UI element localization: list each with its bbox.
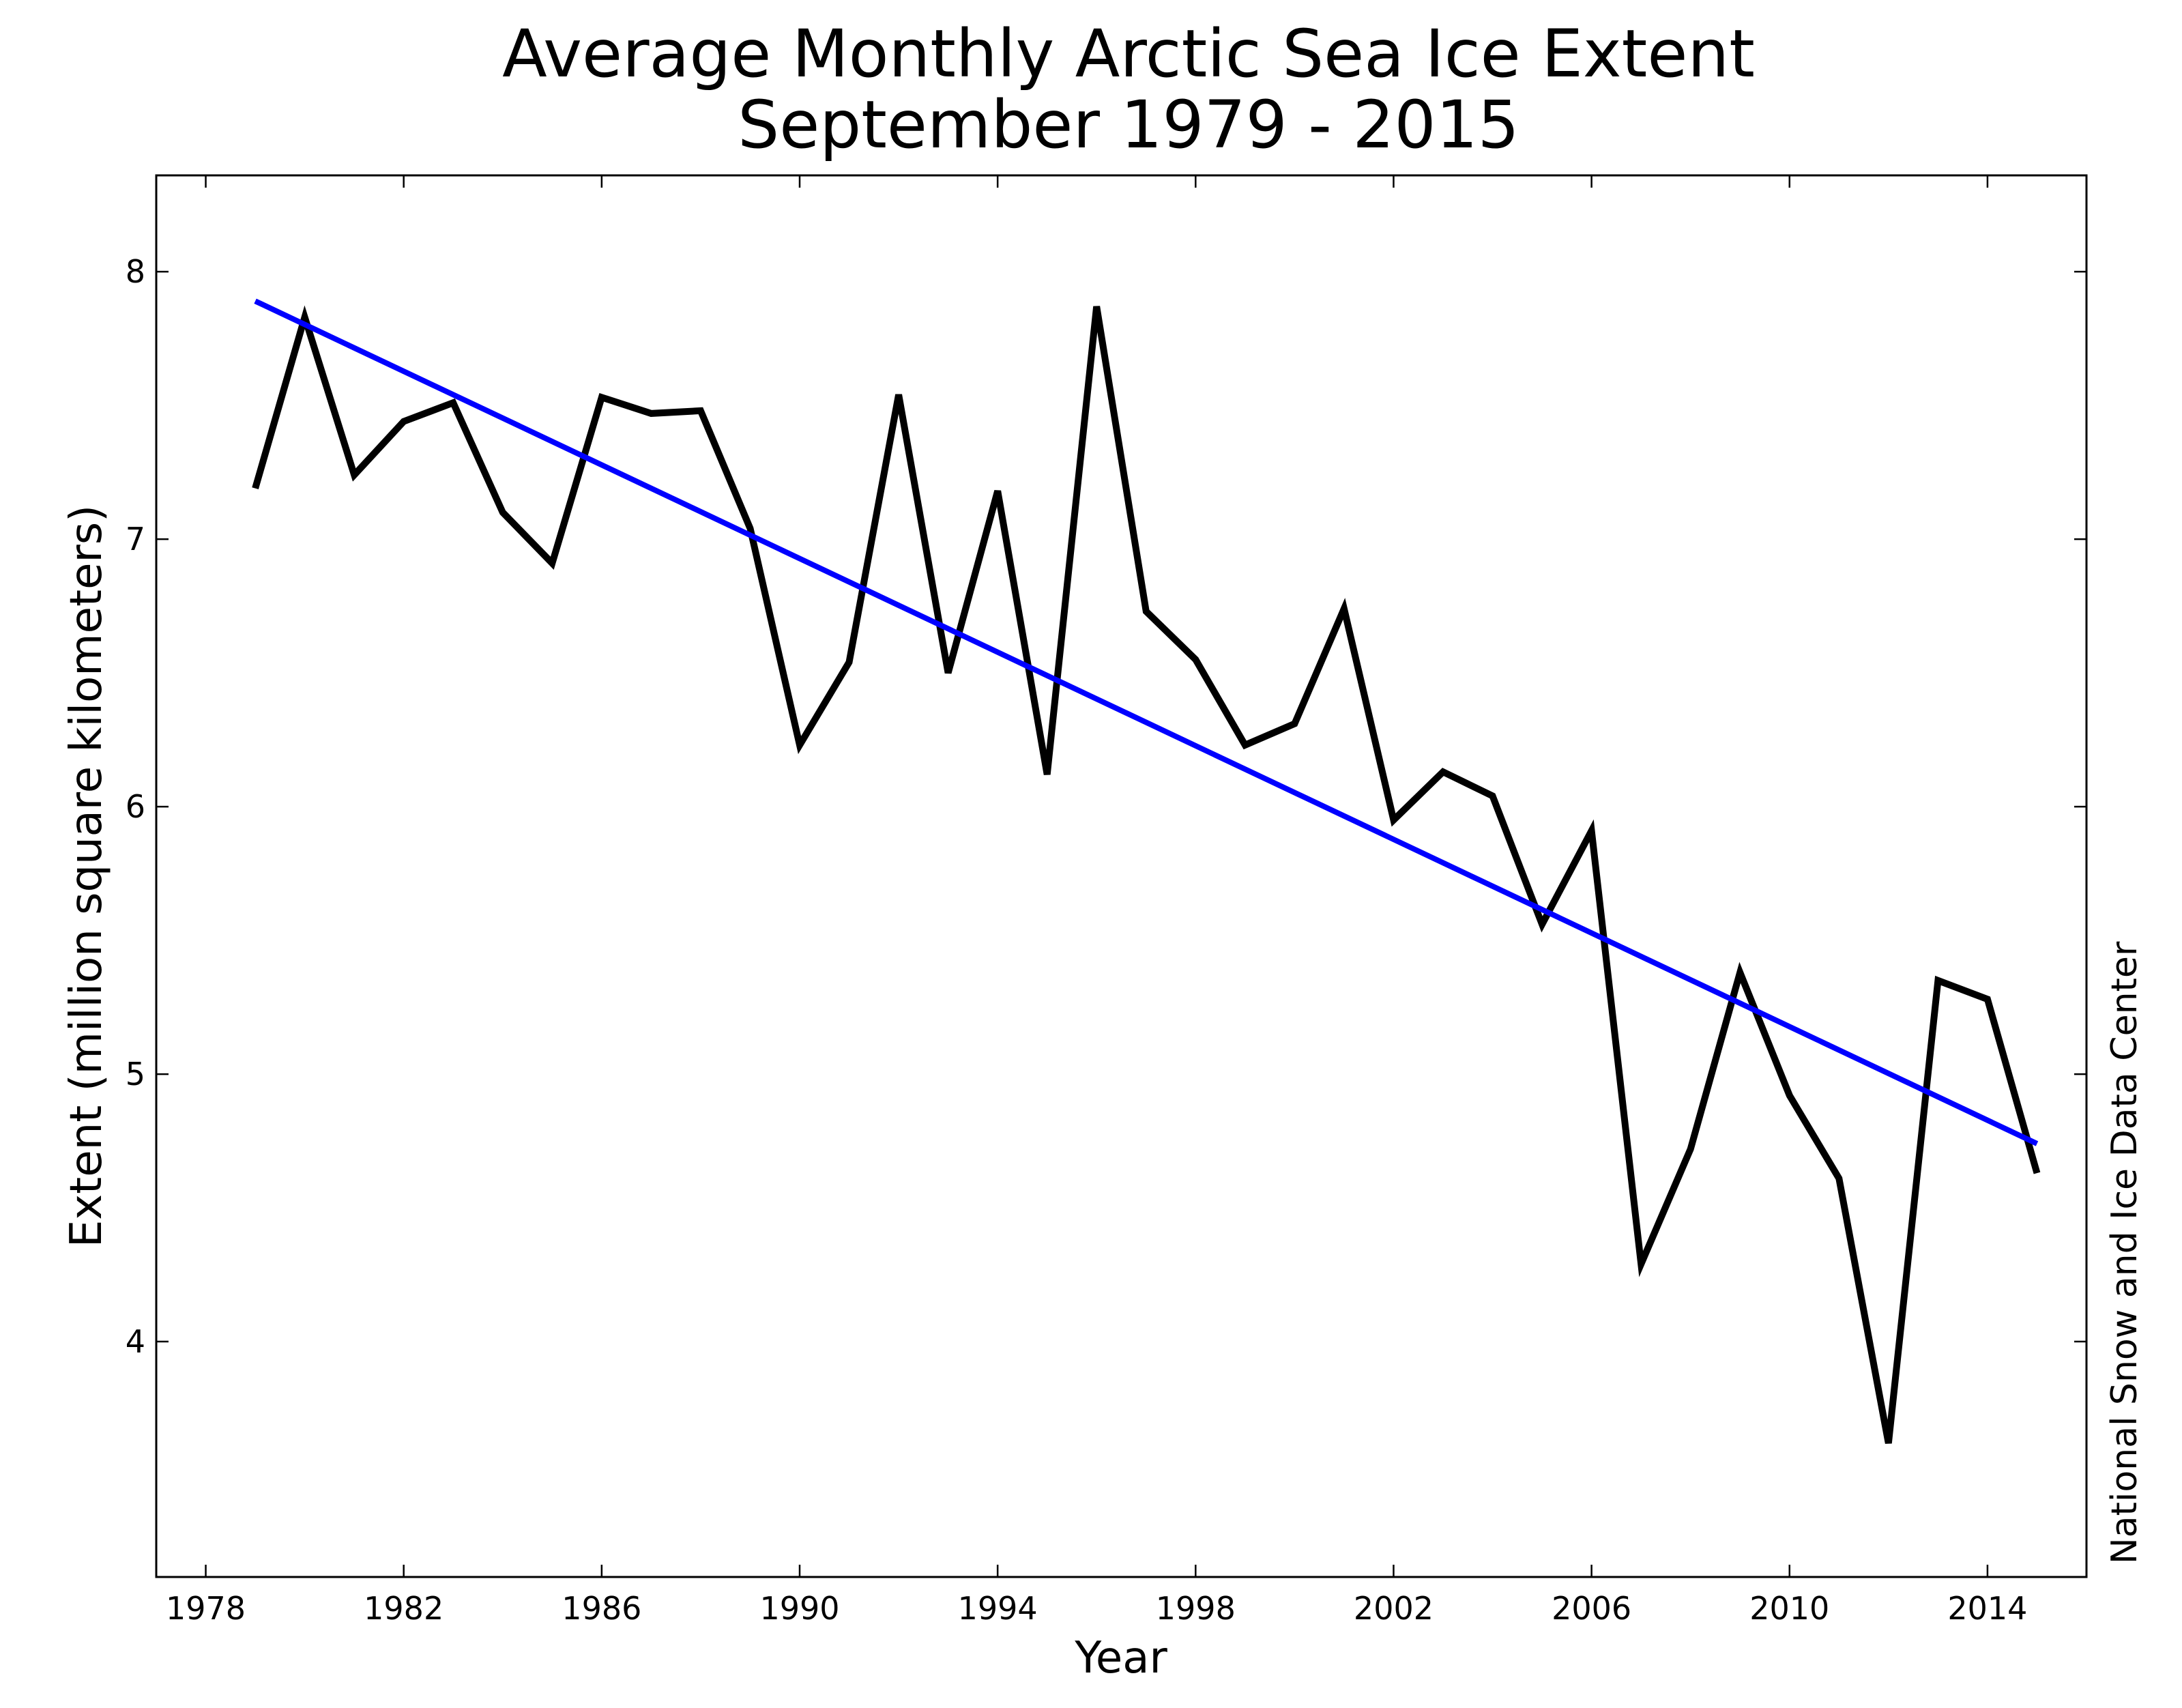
x-tick-label: 1978: [166, 1590, 246, 1627]
y-axis-label: Extent (million square kilometers): [61, 505, 112, 1247]
plot-frame: [155, 174, 2088, 1578]
y-tick-label: 8: [126, 253, 145, 290]
trend-line: [254, 298, 2039, 1146]
x-tick-label: 1994: [958, 1590, 1038, 1627]
x-tick-label: 1998: [1156, 1590, 1236, 1627]
x-tick-label: 2014: [1947, 1590, 2027, 1627]
y-tick-label: 7: [126, 521, 145, 558]
y-tick-label: 6: [126, 788, 145, 825]
series-layer: [252, 298, 2041, 1444]
source-note: National Snow and Ice Data Center: [2104, 941, 2145, 1564]
x-tick-label: 1986: [562, 1590, 641, 1627]
y-tick-label: 4: [126, 1323, 145, 1360]
x-axis-label: Year: [1074, 1633, 1167, 1683]
sea-ice-extent-line: [252, 305, 2041, 1444]
x-tick-label: 2010: [1749, 1590, 1829, 1627]
x-axis-ticks: 1978 1982 1986 1990 1994 1998 2002 2006 2010 2014: [166, 175, 2027, 1627]
x-tick-label: 1990: [759, 1590, 839, 1627]
y-tick-label: 5: [126, 1056, 145, 1092]
x-tick-label: 1982: [364, 1590, 443, 1627]
x-tick-label: 2006: [1552, 1590, 1631, 1627]
y-axis-ticks: 4 5 6 7 8: [126, 253, 2086, 1360]
chart-subtitle: September 1979 - 2015: [738, 87, 1519, 163]
chart-title: Average Monthly Arctic Sea Ice Extent: [502, 16, 1755, 92]
x-tick-label: 2002: [1354, 1590, 1434, 1627]
